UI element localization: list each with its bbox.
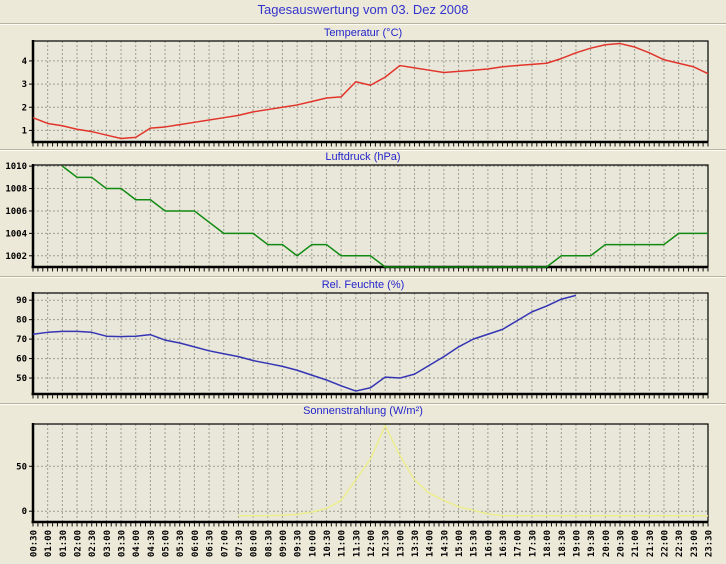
- x-axis-time-labels: 00:30 01:00 01:30 02:00 02:30 03:00 03:30 04:00…: [30, 530, 715, 557]
- temperature-chart: 1 2 3 4: [22, 40, 709, 147]
- svg-text:1006: 1006: [5, 207, 27, 217]
- humidity-chart-title: Rel. Feuchte (%): [321, 279, 405, 291]
- solar-radiation-chart: 0 50: [16, 423, 709, 527]
- pressure-chart: 1002 1004 1006 1008 1010: [5, 162, 709, 272]
- svg-text:23:00: 23:00: [690, 530, 700, 557]
- temperature-chart-title: Temperatur (°C): [323, 27, 403, 39]
- svg-text:50: 50: [16, 462, 27, 472]
- svg-text:09:30: 09:30: [294, 530, 304, 557]
- svg-text:90: 90: [16, 296, 27, 306]
- svg-text:12:30: 12:30: [382, 530, 392, 557]
- svg-text:01:00: 01:00: [44, 530, 54, 557]
- svg-text:02:00: 02:00: [74, 530, 84, 557]
- svg-text:16:30: 16:30: [499, 530, 509, 557]
- svg-text:21:30: 21:30: [646, 530, 656, 557]
- svg-text:20:00: 20:00: [602, 530, 612, 557]
- svg-text:22:30: 22:30: [675, 530, 685, 557]
- separator: [0, 403, 726, 405]
- svg-text:4: 4: [22, 57, 28, 67]
- svg-text:07:00: 07:00: [220, 530, 230, 557]
- svg-text:12:00: 12:00: [367, 530, 377, 557]
- svg-text:11:00: 11:00: [338, 530, 348, 557]
- svg-text:10:00: 10:00: [308, 530, 318, 557]
- svg-text:0: 0: [22, 507, 27, 517]
- svg-text:16:00: 16:00: [484, 530, 494, 557]
- svg-text:1002: 1002: [5, 252, 27, 262]
- svg-text:80: 80: [16, 316, 27, 326]
- solar-radiation-chart-title: Sonnenstrahlung (W/m²): [303, 405, 423, 417]
- svg-text:00:30: 00:30: [30, 530, 40, 557]
- svg-text:18:00: 18:00: [543, 530, 553, 557]
- svg-text:05:00: 05:00: [162, 530, 172, 557]
- svg-text:03:30: 03:30: [118, 530, 128, 557]
- svg-text:19:30: 19:30: [587, 530, 597, 557]
- svg-text:19:00: 19:00: [572, 530, 582, 557]
- humidity-chart: 50 60 70 80 90: [16, 292, 709, 399]
- svg-text:50: 50: [16, 374, 27, 384]
- svg-text:1010: 1010: [5, 162, 27, 172]
- svg-text:13:30: 13:30: [411, 530, 421, 557]
- svg-text:05:30: 05:30: [176, 530, 186, 557]
- svg-text:11:30: 11:30: [352, 530, 362, 557]
- svg-text:09:00: 09:00: [279, 530, 289, 557]
- svg-text:17:30: 17:30: [528, 530, 538, 557]
- svg-text:06:00: 06:00: [191, 530, 201, 557]
- svg-text:13:00: 13:00: [396, 530, 406, 557]
- svg-text:15:30: 15:30: [470, 530, 480, 557]
- svg-text:1: 1: [22, 126, 27, 136]
- svg-text:07:30: 07:30: [235, 530, 245, 557]
- svg-text:02:30: 02:30: [88, 530, 98, 557]
- svg-text:10:30: 10:30: [323, 530, 333, 557]
- svg-text:06:30: 06:30: [206, 530, 216, 557]
- svg-text:1008: 1008: [5, 185, 27, 195]
- svg-text:03:00: 03:00: [103, 530, 113, 557]
- svg-text:21:00: 21:00: [631, 530, 641, 557]
- svg-text:20:30: 20:30: [616, 530, 626, 557]
- svg-text:15:00: 15:00: [455, 530, 465, 557]
- svg-text:18:30: 18:30: [558, 530, 568, 557]
- svg-text:1004: 1004: [5, 229, 27, 239]
- svg-text:01:30: 01:30: [59, 530, 69, 557]
- svg-text:08:30: 08:30: [264, 530, 274, 557]
- svg-text:04:00: 04:00: [132, 530, 142, 557]
- svg-text:22:00: 22:00: [660, 530, 670, 557]
- separator: [0, 149, 726, 151]
- page-title: Tagesauswertung vom 03. Dez 2008: [257, 2, 469, 17]
- svg-text:23:30: 23:30: [705, 530, 715, 557]
- svg-text:70: 70: [16, 335, 27, 345]
- pressure-chart-title: Luftdruck (hPa): [325, 151, 401, 163]
- svg-text:2: 2: [22, 103, 27, 113]
- separator: [0, 23, 726, 25]
- svg-text:60: 60: [16, 355, 27, 365]
- separator: [0, 276, 726, 278]
- svg-text:14:00: 14:00: [426, 530, 436, 557]
- svg-text:17:00: 17:00: [514, 530, 524, 557]
- svg-text:14:30: 14:30: [440, 530, 450, 557]
- svg-text:04:30: 04:30: [147, 530, 157, 557]
- svg-text:3: 3: [22, 80, 27, 90]
- svg-text:08:00: 08:00: [250, 530, 260, 557]
